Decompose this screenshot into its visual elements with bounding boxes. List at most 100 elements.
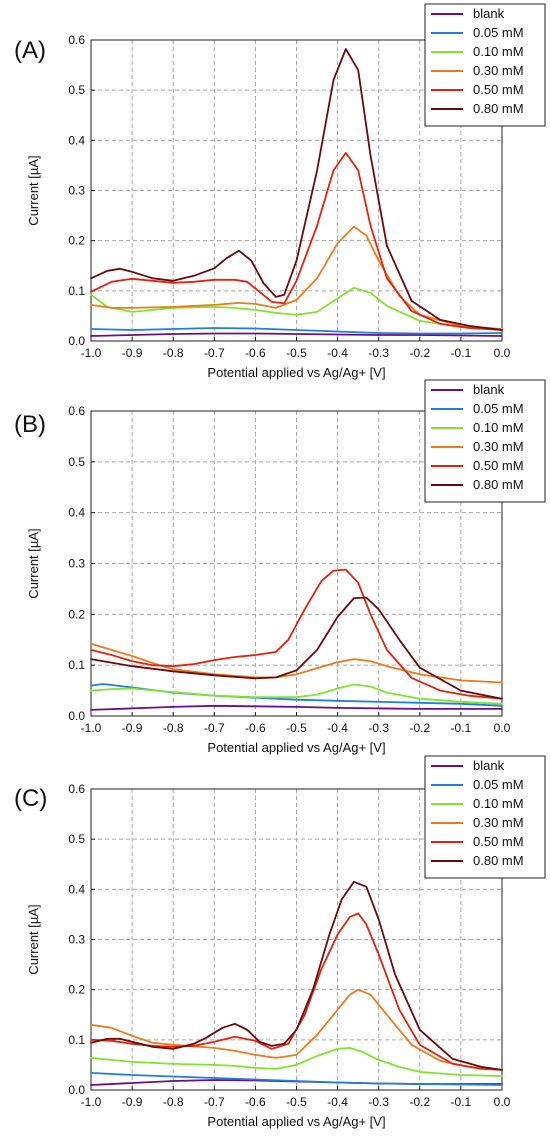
legend-entry-label: 0.05 mM xyxy=(473,401,524,416)
y-axis-label: Current [µA] xyxy=(26,904,41,974)
legend: blank 0.05 mM 0.10 mM 0.30 mM 0.50 mM 0.80 mM xyxy=(424,3,546,127)
legend-box xyxy=(424,379,546,503)
legend-box xyxy=(424,3,546,127)
legend-entry-label: 0.50 mM xyxy=(473,458,524,473)
series-line xyxy=(90,642,503,684)
legend-entry-label: 0.80 mM xyxy=(473,853,524,868)
legend-entry-label: blank xyxy=(473,6,505,21)
legend: blank 0.05 mM 0.10 mM 0.30 mM 0.50 mM 0.80 mM xyxy=(424,379,546,503)
x-tick-label: -0.5 xyxy=(286,721,307,735)
series-line xyxy=(90,48,503,331)
series-line xyxy=(90,596,503,700)
x-tick-label: -0.9 xyxy=(122,1095,143,1109)
grid xyxy=(91,411,502,716)
x-tick-label: -0.6 xyxy=(245,1095,266,1109)
panel-label: (A) xyxy=(14,37,46,64)
y-tick-label: 0.6 xyxy=(68,404,85,418)
x-tick-label: -0.9 xyxy=(122,721,143,735)
x-tick-label: -0.1 xyxy=(451,346,472,360)
x-axis-label: Potential applied vs Ag/Ag+ [V] xyxy=(207,1114,385,1129)
chart-panel-2: -1.0 -0.9 -0.8 -0.7 -0.6 -0.5 -0.4 -0.3 -0.2 -0.1… xyxy=(14,379,546,755)
legend-entry-label: 0.30 mM xyxy=(473,815,524,830)
legend-box xyxy=(424,755,546,879)
y-tick-label: 0.2 xyxy=(68,234,85,248)
x-tick-label: -0.2 xyxy=(409,721,430,735)
series-line xyxy=(90,683,503,705)
series-line xyxy=(90,327,503,335)
legend-entry-label: blank xyxy=(473,382,505,397)
x-tick-label: -1.0 xyxy=(81,1095,102,1109)
x-tick-label: 0.0 xyxy=(494,721,511,735)
legend-entry-label: 0.05 mM xyxy=(473,777,524,792)
series-line xyxy=(90,332,503,337)
y-tick-label: 0.3 xyxy=(68,557,85,571)
legend-entry-label: blank xyxy=(473,758,505,773)
legend: blank 0.05 mM 0.10 mM 0.30 mM 0.50 mM 0.80 mM xyxy=(424,755,546,879)
x-tick-label: 0.0 xyxy=(494,346,511,360)
y-tick-label: 0.5 xyxy=(68,832,85,846)
y-tick-label: 0.1 xyxy=(68,284,85,298)
series-line xyxy=(90,152,503,331)
x-tick-label: -0.3 xyxy=(368,346,389,360)
x-tick-label: -0.8 xyxy=(163,1095,184,1109)
y-tick-label: 0.4 xyxy=(68,882,85,896)
x-tick-label: -0.1 xyxy=(451,721,472,735)
x-tick-label: -0.2 xyxy=(409,346,430,360)
series-line xyxy=(90,704,503,711)
x-tick-label: -0.6 xyxy=(245,346,266,360)
x-tick-label: -0.4 xyxy=(327,346,348,360)
series-line xyxy=(90,1047,503,1077)
y-tick-label: 0.6 xyxy=(68,782,85,796)
y-tick-label: 0.3 xyxy=(68,184,85,198)
series-line xyxy=(90,286,503,331)
y-tick-label: 0.5 xyxy=(68,455,85,469)
series-line xyxy=(90,568,503,700)
legend-entry-label: 0.30 mM xyxy=(473,439,524,454)
legend-entry-label: 0.10 mM xyxy=(473,796,524,811)
x-tick-label: -0.8 xyxy=(163,721,184,735)
x-tick-label: -0.9 xyxy=(122,346,143,360)
y-tick-label: 0.3 xyxy=(68,933,85,947)
x-tick-label: -0.6 xyxy=(245,721,266,735)
series-line xyxy=(90,912,503,1071)
legend-entry-label: 0.10 mM xyxy=(473,44,524,59)
legend-entry-label: 0.80 mM xyxy=(473,477,524,492)
x-tick-label: -0.4 xyxy=(327,721,348,735)
x-tick-label: 0.0 xyxy=(494,1095,511,1109)
series-line xyxy=(90,683,503,707)
y-tick-label: 0.0 xyxy=(68,1083,85,1097)
legend-entry-label: 0.05 mM xyxy=(473,25,524,40)
x-tick-label: -1.0 xyxy=(81,346,102,360)
legend-entry-label: 0.50 mM xyxy=(473,834,524,849)
y-tick-label: 0.2 xyxy=(68,607,85,621)
y-tick-label: 0.6 xyxy=(68,33,85,47)
x-tick-label: -0.3 xyxy=(368,1095,389,1109)
panel-label: (C) xyxy=(14,785,47,812)
y-tick-label: 0.0 xyxy=(68,709,85,723)
legend-entry-label: 0.50 mM xyxy=(473,82,524,97)
x-tick-label: -0.7 xyxy=(204,346,225,360)
series-line xyxy=(90,988,503,1071)
y-tick-label: 0.0 xyxy=(68,334,85,348)
grid xyxy=(91,789,502,1090)
y-tick-label: 0.4 xyxy=(68,506,85,520)
x-axis-label: Potential applied vs Ag/Ag+ [V] xyxy=(207,365,385,380)
y-tick-label: 0.1 xyxy=(68,1033,85,1047)
panel-label: (B) xyxy=(14,411,46,438)
x-tick-label: -0.4 xyxy=(327,1095,348,1109)
y-tick-label: 0.1 xyxy=(68,658,85,672)
y-axis-label: Current [µA] xyxy=(26,155,41,225)
x-axis-label: Potential applied vs Ag/Ag+ [V] xyxy=(207,740,385,755)
x-tick-label: -0.1 xyxy=(451,1095,472,1109)
legend-entry-label: 0.10 mM xyxy=(473,420,524,435)
chart-panel-1: -1.0 -0.9 -0.8 -0.7 -0.6 -0.5 -0.4 -0.3 -0.2 -0.1… xyxy=(14,3,546,380)
x-tick-label: -0.8 xyxy=(163,346,184,360)
legend-entry-label: 0.30 mM xyxy=(473,63,524,78)
y-tick-label: 0.5 xyxy=(68,83,85,97)
x-tick-label: -0.5 xyxy=(286,346,307,360)
x-tick-label: -0.7 xyxy=(204,1095,225,1109)
chart-panel-3: -1.0 -0.9 -0.8 -0.7 -0.6 -0.5 -0.4 -0.3 -0.2 -0.1… xyxy=(14,755,546,1129)
x-tick-label: -1.0 xyxy=(81,721,102,735)
series-line xyxy=(90,1072,503,1086)
